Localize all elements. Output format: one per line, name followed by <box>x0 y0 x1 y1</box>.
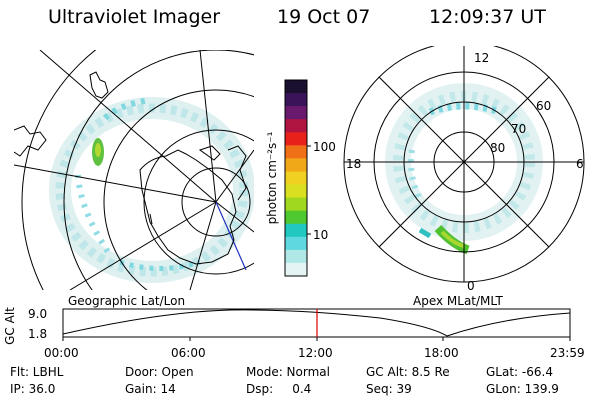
gc-alt-readout: GC Alt: 8.5 Re <box>366 365 450 379</box>
door-readout: Door: Open <box>125 365 194 379</box>
colorbar-swatch <box>285 223 307 238</box>
time-label: 12:09:37 UT <box>429 6 546 28</box>
colorbar <box>284 79 311 277</box>
geographic-caption: Geographic Lat/Lon <box>68 294 186 308</box>
colorbar-swatch <box>285 249 307 264</box>
terminator-line <box>215 201 247 271</box>
glat-readout: GLat: -66.4 <box>486 365 553 379</box>
apex-map: 12 18 6 0 60 70 80 <box>343 46 585 293</box>
xtick-0000: 00:00 <box>44 346 79 360</box>
colorbar-swatch <box>285 119 307 133</box>
colorbar-swatch <box>285 210 307 225</box>
mlat-label-60: 60 <box>536 99 551 113</box>
colorbar-swatch <box>285 197 307 212</box>
colorbar-swatch <box>285 106 307 120</box>
auroral-oval-geo <box>49 97 254 283</box>
lat-circles <box>21 50 254 290</box>
colorbar-unit-label: photon cm⁻²s⁻¹ <box>265 131 279 225</box>
colorbar-swatch <box>285 80 307 94</box>
colorbar-swatch <box>285 132 307 146</box>
date-label: 19 Oct 07 <box>277 6 371 28</box>
altitude-ytick-max: 9.0 <box>28 307 48 321</box>
coastlines <box>14 71 247 265</box>
altitude-plot <box>62 308 571 341</box>
colorbar-swatch <box>285 184 307 199</box>
mlt-label-0: 0 <box>467 279 475 293</box>
apex-caption: Apex MLat/MLT <box>413 294 503 308</box>
geographic-map-content <box>14 50 254 290</box>
dsp-readout: Dsp: 0.4 <box>246 382 312 396</box>
mlt-label-18: 18 <box>346 157 361 171</box>
gain-readout: Gain: 14 <box>125 382 176 396</box>
colorbar-swatch <box>285 262 307 277</box>
colorbar-swatch <box>285 236 307 251</box>
meridians <box>14 50 254 290</box>
colorbar-swatch <box>285 171 307 186</box>
xtick-1200: 12:00 <box>298 346 333 360</box>
xtick-1800: 18:00 <box>424 346 459 360</box>
altitude-ytick-min: 1.8 <box>28 327 48 341</box>
mode-readout: Mode: Normal <box>246 365 330 379</box>
x-ticks <box>62 337 571 341</box>
ip-readout: IP: 36.0 <box>10 382 56 396</box>
colorbar-swatch <box>285 158 307 172</box>
colorbar-tick-100: 100 <box>313 140 336 154</box>
app-title: Ultraviolet Imager <box>48 6 221 28</box>
geographic-map <box>14 50 254 290</box>
altitude-curve <box>62 309 571 337</box>
seq-readout: Seq: 39 <box>366 382 412 396</box>
xtick-0600: 06:00 <box>171 346 206 360</box>
colorbar-tick-10: 10 <box>313 228 329 242</box>
mlat-label-70: 70 <box>511 122 526 136</box>
mlat-label-80: 80 <box>490 141 505 155</box>
altitude-ylabel: GC Alt <box>3 307 17 345</box>
mlt-label-6: 6 <box>576 157 584 171</box>
glon-readout: GLon: 139.9 <box>486 382 559 396</box>
mlt-meridians <box>344 46 584 282</box>
colorbar-swatch <box>285 145 307 159</box>
xtick-2359: 23:59 <box>550 346 585 360</box>
filter-readout: Flt: LBHL <box>10 365 64 379</box>
colorbar-swatch <box>285 93 307 107</box>
mlt-label-12: 12 <box>474 51 489 65</box>
